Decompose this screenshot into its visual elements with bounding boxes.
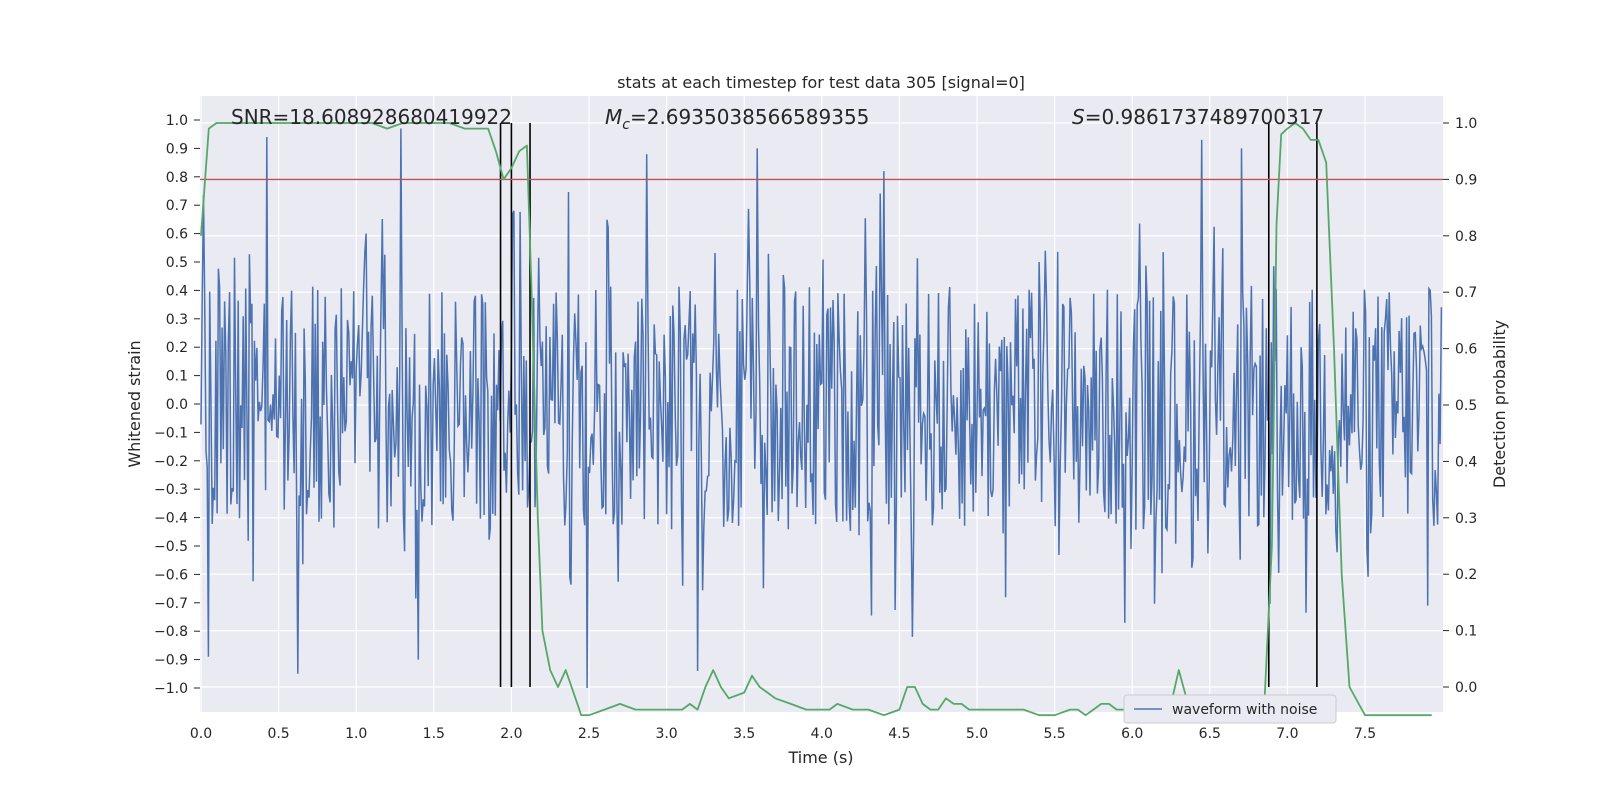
x-tick-label: 4.0	[811, 726, 833, 742]
s-symbol: S	[1072, 105, 1085, 129]
y-right-tick-label: 0.4	[1455, 454, 1477, 470]
x-tick-label: 6.5	[1199, 726, 1221, 742]
plot-area-group	[200, 96, 1443, 717]
x-tick-label: 1.0	[345, 726, 367, 742]
legend-box	[1123, 694, 1337, 724]
y-left-tick-label: −0.4	[154, 511, 188, 527]
y-left-tick-label: 0.9	[166, 141, 188, 157]
y-left-axis-label: Whitened strain	[125, 340, 144, 467]
s-value: =0.9861737489700317	[1085, 105, 1324, 129]
y-right-axis-label: Detection probability	[1490, 320, 1509, 488]
y-left-tick-label: −0.5	[154, 539, 188, 555]
y-right-tick-label: 0.9	[1455, 172, 1477, 188]
legend: waveform with noise	[1123, 694, 1337, 724]
chirp-mass-symbol: M	[605, 105, 622, 129]
y-left-tick-label: −0.2	[154, 454, 188, 470]
y-left-tick-label: 0.8	[166, 170, 188, 186]
x-axis-ticks: 0.0 0.5 1.0 1.5 2.0 2.5 3.0 3.5 4.0 4.5 5.0 5.5 6.0 6…	[190, 726, 1376, 742]
y-right-tick-label: 0.7	[1455, 285, 1477, 301]
chirp-mass-annotation: Mc=2.6935038566589355	[605, 105, 869, 133]
x-tick-label: 2.5	[578, 726, 600, 742]
y-left-tick-label: −0.9	[154, 653, 188, 669]
waveform-series	[200, 128, 1443, 689]
x-tick-label: 0.0	[190, 726, 212, 742]
y-left-tick-label: −0.7	[154, 596, 188, 612]
snr-annotation: SNR=18.608928680419922	[231, 105, 512, 129]
y-left-tick-label: 0.3	[166, 312, 188, 328]
x-tick-label: 7.5	[1354, 726, 1376, 742]
y-left-tick-label: 0.6	[166, 227, 188, 243]
y-right-tick-label: 1.0	[1455, 116, 1477, 132]
y-left-tick-label: 0.4	[166, 283, 188, 299]
y-left-tick-label: 0.7	[166, 198, 188, 214]
x-tick-label: 6.0	[1121, 726, 1143, 742]
y-left-tick-label: −0.6	[154, 567, 188, 583]
y-right-tick-label: 0.1	[1455, 624, 1477, 640]
y-left-tick-label: −1.0	[154, 681, 188, 697]
x-tick-label: 5.0	[966, 726, 988, 742]
x-tick-label: 3.0	[655, 726, 677, 742]
y-left-tick-label: −0.1	[154, 425, 188, 441]
chart-title: stats at each timestep for test data 305…	[617, 73, 1025, 92]
x-tick-label: 2.0	[500, 726, 522, 742]
x-tick-label: 0.5	[267, 726, 289, 742]
y-left-tick-label: 1.0	[166, 113, 188, 129]
y-right-tick-label: 0.6	[1455, 342, 1477, 358]
y-right-tick-label: 0.5	[1455, 398, 1477, 414]
waveform-line	[200, 128, 1443, 689]
x-tick-label: 1.5	[423, 726, 445, 742]
y-left-tick-label: 0.5	[166, 255, 188, 271]
x-tick-label: 5.5	[1043, 726, 1065, 742]
y-right-tick-label: 0.2	[1455, 567, 1477, 583]
x-tick-label: 3.5	[733, 726, 755, 742]
y-left-tick-label: 0.1	[166, 369, 188, 385]
x-axis-label: Time (s)	[787, 748, 853, 767]
x-tick-label: 7.0	[1276, 726, 1298, 742]
y-right-axis-ticks: 0.0 0.1 0.2 0.3 0.4 0.5 0.6 0.7 0.8 0.9 1.0	[1443, 116, 1477, 696]
x-tick-label: 4.5	[888, 726, 910, 742]
y-right-tick-label: 0.0	[1455, 680, 1477, 696]
y-left-tick-label: 0.2	[166, 340, 188, 356]
s-annotation: S=0.9861737489700317	[1072, 105, 1324, 129]
y-left-tick-label: −0.3	[154, 482, 188, 498]
y-left-tick-label: −0.8	[154, 624, 188, 640]
y-left-tick-label: 0.0	[166, 397, 188, 413]
y-left-axis-ticks: 1.0 0.9 0.8 0.7 0.6 0.5 0.4 0.3 0.2 0.1 0.0 −0.1 −0.…	[154, 113, 200, 697]
y-right-tick-label: 0.8	[1455, 229, 1477, 245]
chirp-mass-value: =2.6935038566589355	[630, 105, 869, 129]
chirp-mass-subscript: c	[622, 117, 630, 133]
y-right-tick-label: 0.3	[1455, 511, 1477, 527]
legend-label: waveform with noise	[1172, 702, 1317, 718]
